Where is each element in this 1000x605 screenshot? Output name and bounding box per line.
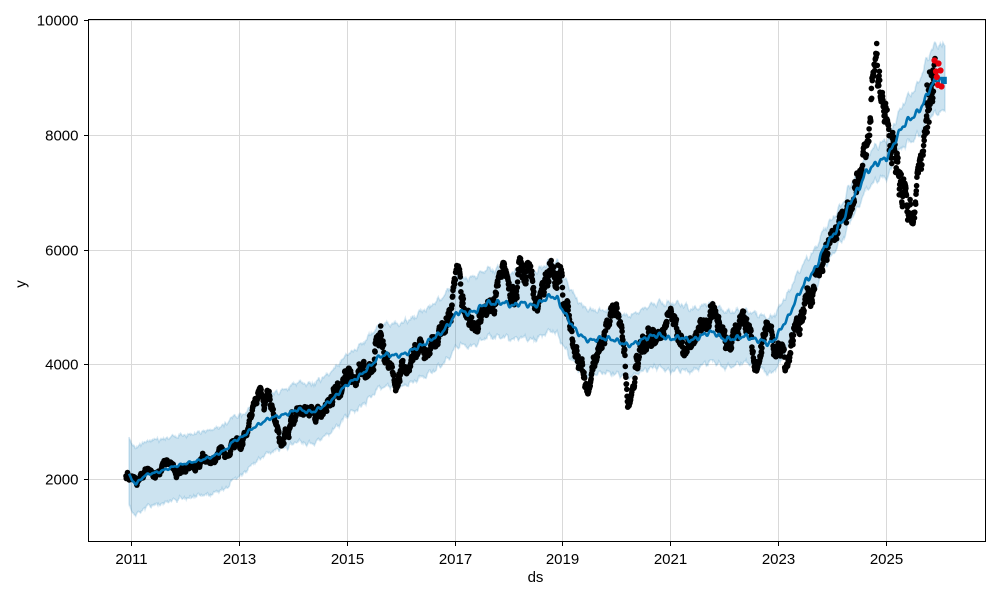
- svg-text:8000: 8000: [45, 128, 78, 145]
- svg-text:2015: 2015: [331, 551, 364, 568]
- svg-text:4000: 4000: [45, 357, 78, 374]
- svg-text:2019: 2019: [546, 551, 579, 568]
- svg-text:2013: 2013: [223, 551, 256, 568]
- svg-text:2017: 2017: [439, 551, 472, 568]
- svg-text:6000: 6000: [45, 243, 78, 260]
- svg-text:ds: ds: [528, 569, 544, 586]
- svg-text:y: y: [13, 280, 30, 288]
- svg-text:2011: 2011: [115, 551, 147, 568]
- svg-text:2000: 2000: [45, 472, 78, 489]
- svg-text:2023: 2023: [762, 551, 795, 568]
- svg-text:10000: 10000: [37, 13, 79, 30]
- svg-text:2021: 2021: [654, 551, 687, 568]
- svg-text:2025: 2025: [870, 551, 903, 568]
